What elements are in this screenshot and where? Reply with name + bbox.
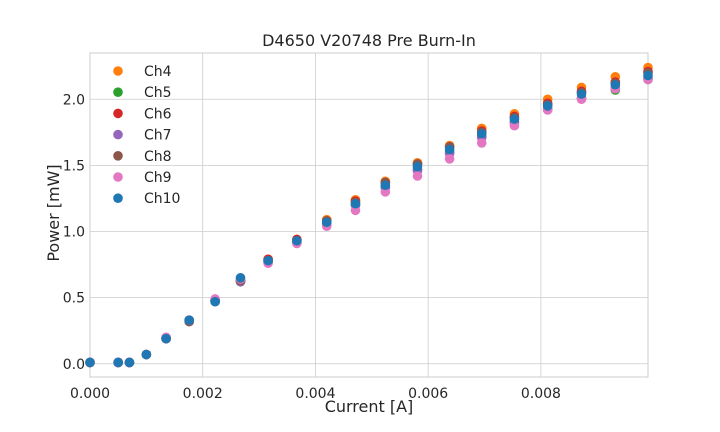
data-point [576,89,587,99]
data-point [210,296,220,307]
legend-entry: Ch9 [144,170,172,186]
data-point [476,138,487,148]
y-tick-label: 1.0 [63,225,85,241]
data-point [643,70,653,81]
data-point [263,255,273,266]
data-point [161,333,171,344]
y-axis-label: Power [mW] [44,164,63,261]
y-tick-label: 2.0 [63,92,85,108]
legend-marker [113,151,123,161]
grid [89,53,648,377]
data-point [444,144,455,155]
data-point [350,198,361,209]
x-tick-label: 0.002 [183,386,223,402]
data-point [124,357,135,368]
data-point [380,187,391,197]
y-tick-label: 0.0 [63,357,85,373]
legend-entry: Ch6 [144,106,172,122]
plot-frame [89,52,649,378]
legend-marker [113,87,123,97]
x-tick-label: 0.004 [295,386,335,402]
data-points [85,62,653,368]
legend-entry: Ch5 [144,85,172,101]
data-point [113,357,123,368]
data-point [184,315,194,325]
data-point [444,153,455,164]
legend: Ch4 Ch5 Ch6 Ch7 Ch8 Ch9 Ch10 [113,64,180,207]
data-point [509,120,520,131]
chart-title: D4650 V20748 Pre Burn-In [262,31,476,50]
x-tick-label: 0.006 [408,386,448,402]
data-point [141,349,152,360]
legend-entry: Ch4 [144,64,172,80]
data-point [610,79,621,90]
data-point [509,114,520,124]
legend-entry: Ch10 [144,191,180,207]
data-point [321,217,332,228]
x-tick-label: 0.008 [521,386,561,402]
legend-marker [113,66,123,76]
legend-marker [113,129,123,140]
legend-marker [113,193,123,203]
data-point [476,128,487,139]
data-point [292,235,302,246]
series-ch10 [85,70,653,368]
x-tick-label: 0.000 [70,386,110,402]
axis-ticks: 0.000 0.002 0.004 0.006 0.008 0.0 0.5 1.0 1.5 2.0 [63,92,561,402]
data-point [542,101,553,111]
legend-marker [113,172,123,182]
legend-entry: Ch8 [144,149,172,165]
data-point [380,180,391,191]
data-point [412,161,423,172]
data-point [350,205,361,216]
legend-entry: Ch7 [144,128,172,144]
data-point [85,357,95,368]
y-tick-label: 1.5 [63,158,85,174]
data-point [235,273,246,283]
x-axis-label: Current [A] [325,397,414,416]
y-tick-label: 0.5 [63,291,85,307]
legend-marker [113,108,123,119]
data-point [412,171,423,181]
